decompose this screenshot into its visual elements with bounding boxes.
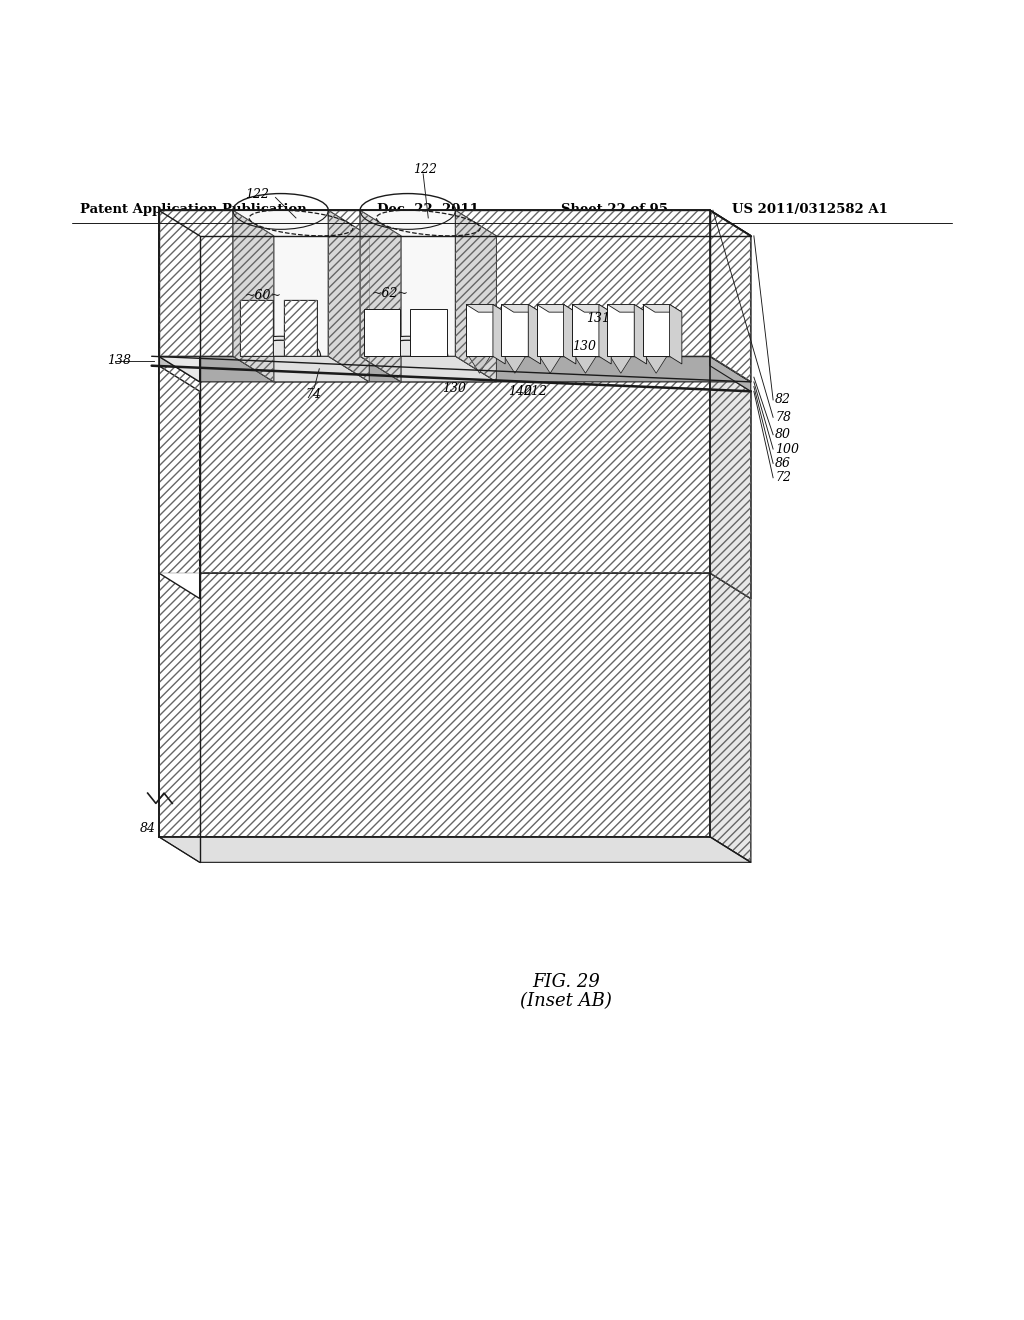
Polygon shape: [504, 356, 525, 374]
Text: 74: 74: [306, 388, 322, 401]
Text: 212: 212: [522, 385, 547, 397]
Polygon shape: [607, 305, 634, 356]
Text: 100: 100: [775, 442, 799, 455]
Text: 84: 84: [139, 822, 156, 836]
Text: Patent Application Publication: Patent Application Publication: [80, 203, 306, 216]
Polygon shape: [574, 356, 596, 374]
Polygon shape: [360, 210, 456, 356]
Polygon shape: [232, 356, 370, 381]
Text: Sheet 22 of 95: Sheet 22 of 95: [561, 203, 668, 216]
Polygon shape: [670, 305, 682, 364]
Polygon shape: [329, 210, 360, 356]
Polygon shape: [710, 573, 751, 862]
Text: Dec. 22, 2011: Dec. 22, 2011: [377, 203, 478, 216]
Polygon shape: [232, 210, 273, 381]
Polygon shape: [232, 210, 329, 356]
Polygon shape: [643, 305, 670, 356]
Polygon shape: [502, 305, 541, 312]
Polygon shape: [241, 337, 321, 356]
Polygon shape: [159, 356, 710, 366]
Polygon shape: [710, 366, 751, 598]
Polygon shape: [572, 305, 611, 312]
Text: ~60~: ~60~: [245, 289, 282, 302]
Polygon shape: [159, 356, 751, 381]
Polygon shape: [159, 210, 751, 236]
Polygon shape: [466, 305, 505, 312]
Polygon shape: [159, 366, 751, 391]
Polygon shape: [159, 366, 710, 573]
Polygon shape: [710, 356, 751, 391]
Polygon shape: [634, 305, 646, 364]
Polygon shape: [240, 300, 273, 356]
Polygon shape: [159, 366, 200, 598]
Polygon shape: [502, 305, 528, 356]
Text: ~62~: ~62~: [372, 286, 409, 300]
Text: 122: 122: [413, 164, 437, 177]
Text: (Inset AB): (Inset AB): [520, 993, 612, 1010]
Text: 130: 130: [441, 381, 466, 395]
Polygon shape: [159, 837, 751, 862]
Polygon shape: [329, 210, 370, 381]
Polygon shape: [607, 305, 646, 312]
Polygon shape: [360, 356, 497, 381]
Polygon shape: [159, 210, 200, 381]
Polygon shape: [411, 309, 446, 356]
Polygon shape: [710, 366, 751, 598]
Text: 140: 140: [509, 385, 532, 397]
Text: 80: 80: [775, 428, 792, 441]
Polygon shape: [159, 573, 710, 837]
Text: FIG. 29: FIG. 29: [532, 973, 600, 990]
Text: US 2011/0312582 A1: US 2011/0312582 A1: [732, 203, 888, 216]
Text: 72: 72: [775, 471, 792, 484]
Polygon shape: [466, 305, 493, 356]
Polygon shape: [537, 305, 575, 312]
Text: 130: 130: [572, 341, 596, 354]
Polygon shape: [456, 210, 710, 356]
Polygon shape: [540, 356, 561, 374]
Polygon shape: [284, 300, 317, 356]
Polygon shape: [572, 305, 599, 356]
Polygon shape: [563, 305, 575, 364]
Text: 82: 82: [775, 393, 792, 407]
Polygon shape: [456, 210, 497, 381]
Text: 78: 78: [775, 411, 792, 424]
Polygon shape: [493, 305, 505, 364]
Text: 122: 122: [245, 187, 268, 201]
Polygon shape: [645, 356, 667, 374]
Polygon shape: [364, 309, 399, 356]
Text: 131: 131: [586, 312, 610, 325]
Polygon shape: [643, 305, 682, 312]
Polygon shape: [159, 210, 232, 356]
Polygon shape: [710, 210, 751, 381]
Text: 138: 138: [108, 355, 131, 367]
Polygon shape: [368, 337, 447, 356]
Polygon shape: [528, 305, 541, 364]
Polygon shape: [360, 210, 401, 381]
Polygon shape: [599, 305, 611, 364]
Polygon shape: [537, 305, 563, 356]
Text: 86: 86: [775, 457, 792, 470]
Polygon shape: [610, 356, 632, 374]
Polygon shape: [469, 356, 490, 374]
